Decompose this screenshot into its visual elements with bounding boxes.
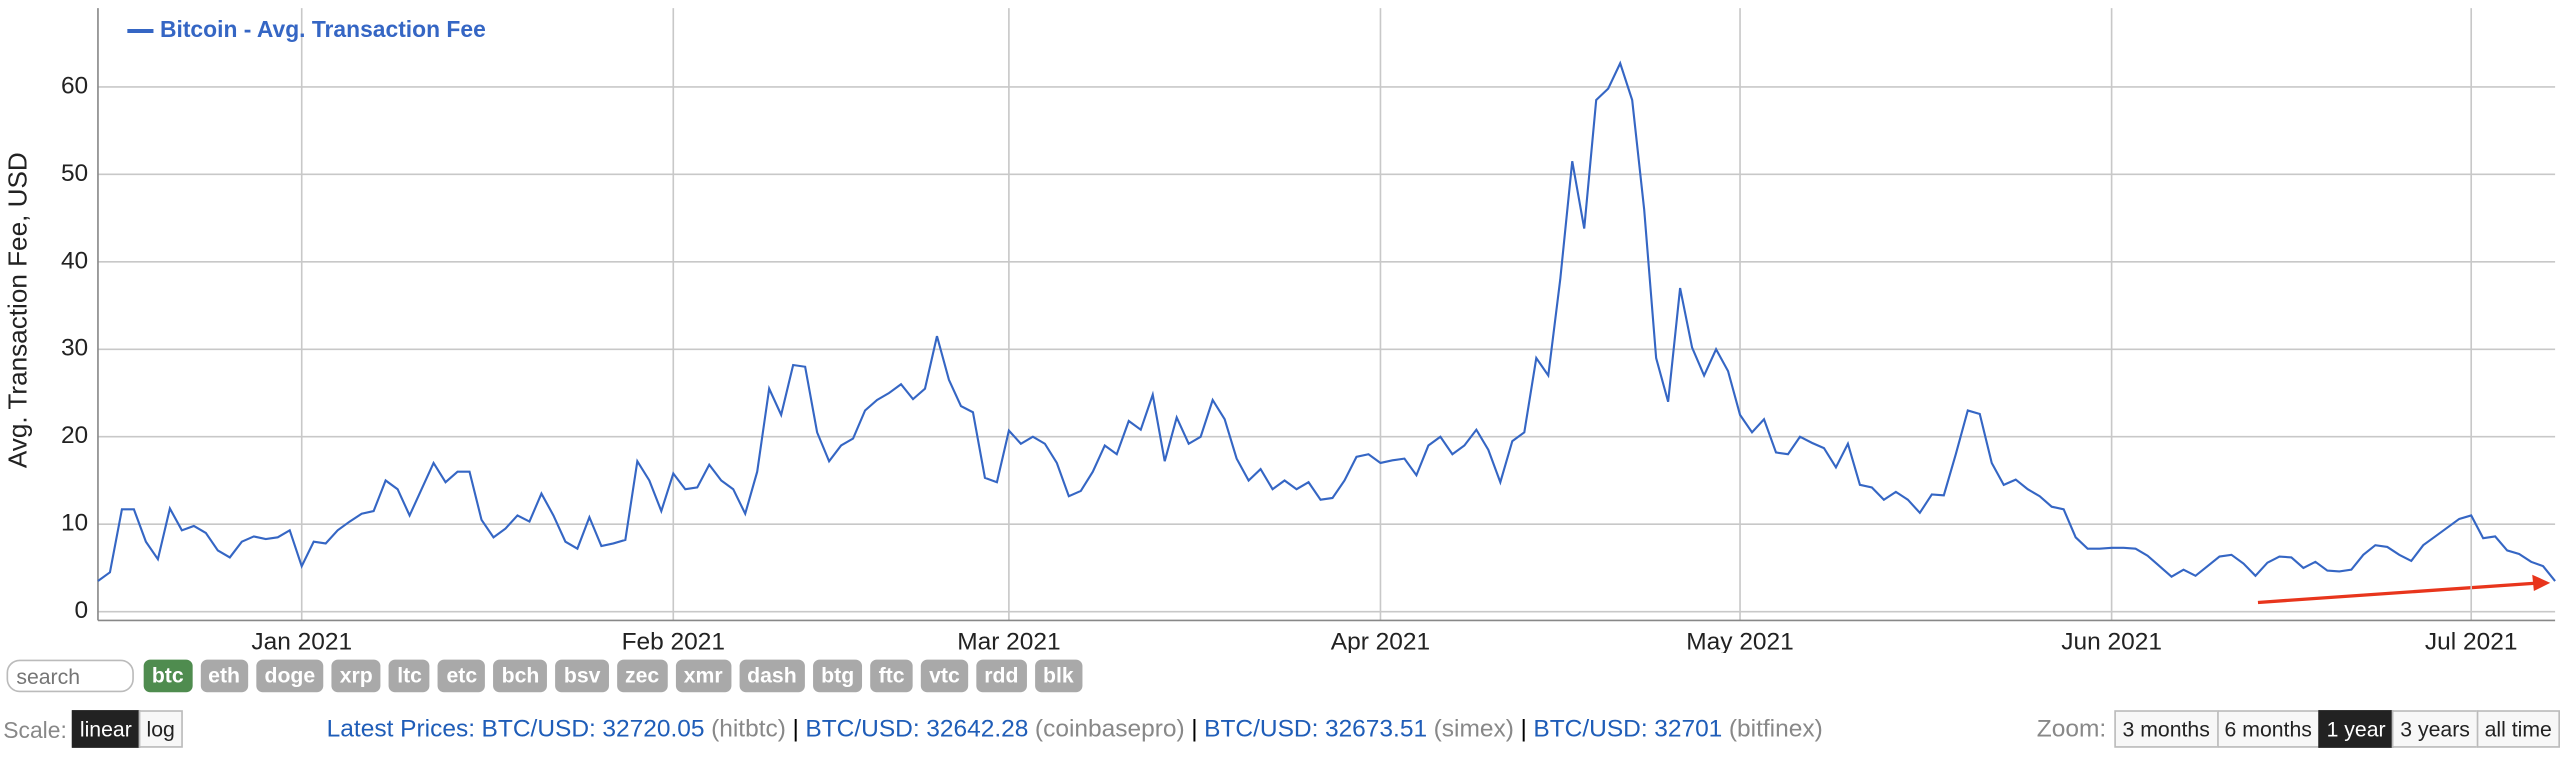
price-pair: BTC/USD:	[1204, 715, 1319, 743]
zoom-button[interactable]: 3 years	[2392, 710, 2479, 748]
coin-button[interactable]: bch	[493, 659, 548, 693]
coin-button[interactable]: ftc	[870, 659, 913, 693]
prices-label: Latest Prices:	[326, 715, 476, 743]
coin-button[interactable]: doge	[256, 659, 324, 693]
separator: |	[1520, 715, 1527, 743]
coin-button[interactable]: vtc	[920, 659, 968, 693]
y-tick-label: 30	[61, 335, 88, 362]
price-source: (bitfinex)	[1728, 715, 1823, 743]
y-tick-label: 0	[75, 597, 89, 624]
coin-button[interactable]: zec	[616, 659, 668, 693]
price-value: 32673.51	[1324, 715, 1428, 743]
y-tick-label: 40	[61, 247, 88, 274]
x-tick-label: Jun 2021	[2061, 629, 2162, 653]
y-tick-label: 10	[61, 510, 88, 537]
coin-button[interactable]: rdd	[976, 659, 1027, 693]
latest-prices: Latest Prices: BTC/USD: 32720.05 (hitbtc) | B…	[327, 715, 1823, 743]
price-pair: BTC/USD:	[805, 715, 920, 743]
x-tick-label: Feb 2021	[622, 629, 725, 653]
separator: |	[792, 715, 799, 743]
y-tick-label: 60	[61, 72, 88, 99]
price-value: 32720.05	[602, 715, 705, 743]
coin-button[interactable]: xrp	[331, 659, 381, 693]
x-tick-label: Apr 2021	[1331, 629, 1430, 653]
scale-label: Scale:	[3, 715, 67, 743]
price-pair: BTC/USD:	[481, 715, 596, 743]
x-tick-label: Jul 2021	[2425, 629, 2518, 653]
y-tick-label: 20	[61, 422, 88, 449]
annotation-arrow-head	[2532, 574, 2551, 592]
coin-button[interactable]: bsv	[555, 659, 609, 693]
annotation-arrow	[2257, 581, 2541, 605]
coin-button[interactable]: dash	[738, 659, 805, 693]
control-row: Scale: linear log Latest Prices: BTC/USD: 327…	[3, 710, 2560, 748]
coin-button[interactable]: ltc	[389, 659, 431, 693]
x-tick-label: Jan 2021	[251, 629, 352, 653]
search-input[interactable]	[6, 659, 134, 693]
chart: Avg. Transaction Fee, USD 0 10 20 30 40 50 60 J…	[2, 8, 2556, 656]
price-pair: BTC/USD:	[1533, 715, 1648, 743]
coin-button[interactable]: blk	[1034, 659, 1082, 693]
scale-button[interactable]: log	[138, 710, 183, 748]
coin-button[interactable]: btc	[143, 659, 192, 693]
scale-button[interactable]: linear	[71, 710, 140, 748]
price-value: 32701	[1654, 715, 1723, 743]
coin-button[interactable]: eth	[199, 659, 249, 693]
price-source: (coinbasepro)	[1034, 715, 1185, 743]
x-tick-label: Mar 2021	[957, 629, 1060, 653]
coin-button[interactable]: xmr	[675, 659, 731, 693]
price-source: (simex)	[1433, 715, 1514, 743]
y-tick-label: 50	[61, 160, 88, 187]
legend-label: Bitcoin - Avg. Transaction Fee	[160, 16, 486, 42]
price-source: (hitbtc)	[711, 715, 786, 743]
line-series	[97, 60, 2556, 582]
coin-row: btcethdogexrpltcetcbchbsvzecxmrdashbtgft…	[0, 659, 1090, 693]
separator: |	[1191, 715, 1198, 743]
coin-button[interactable]: etc	[438, 659, 486, 693]
zoom-label: Zoom:	[2036, 715, 2107, 743]
price-value: 32642.28	[926, 715, 1029, 743]
coin-button[interactable]: btg	[813, 659, 863, 693]
zoom-button[interactable]: 6 months	[2216, 710, 2321, 748]
zoom-button[interactable]: all time	[2476, 710, 2560, 748]
x-tick-label: May 2021	[1686, 629, 1793, 653]
zoom-button[interactable]: 3 months	[2114, 710, 2219, 748]
zoom-button[interactable]: 1 year	[2318, 710, 2394, 748]
y-axis-label: Avg. Transaction Fee, USD	[2, 152, 32, 468]
